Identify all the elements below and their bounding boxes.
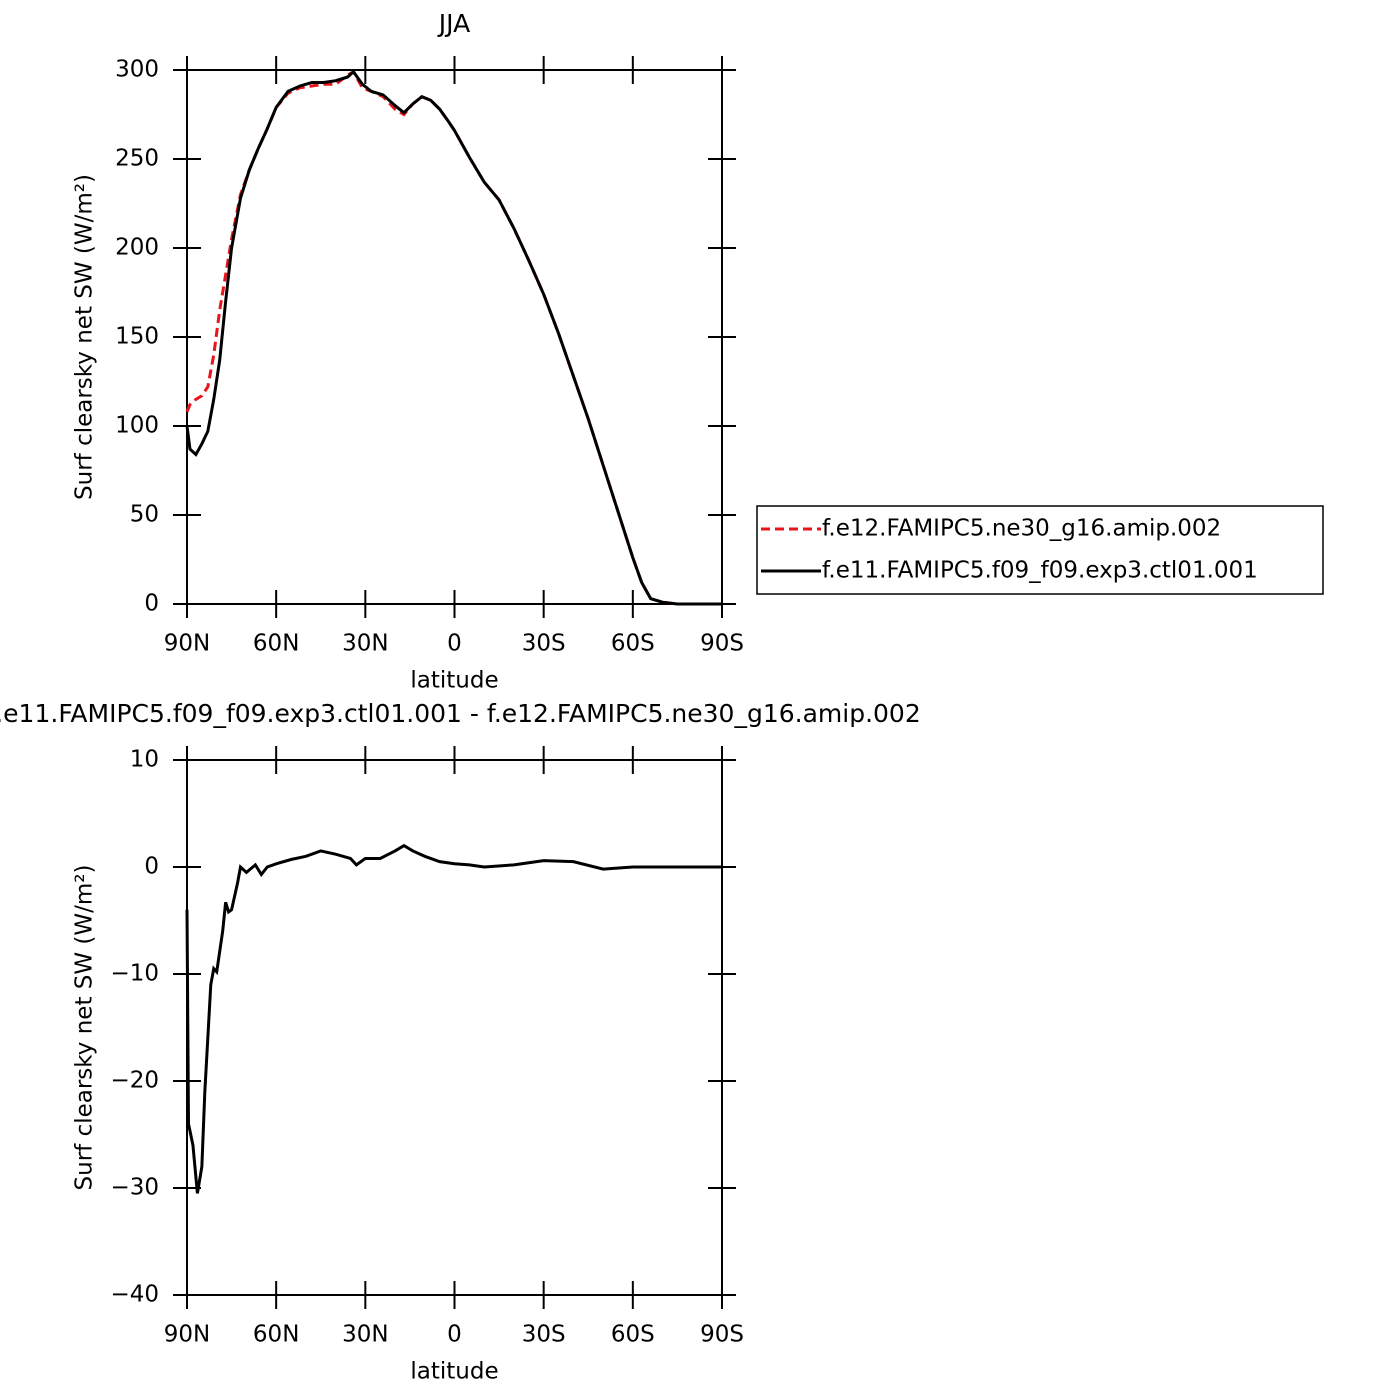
chart-title: JJA [437, 9, 470, 38]
y-tick-label: 200 [115, 235, 159, 261]
data-line [185, 69, 722, 606]
y-tick-label: 0 [144, 854, 159, 880]
x-tick-label: 60S [611, 631, 655, 657]
x-tick-label: 60N [253, 1322, 299, 1348]
legend-label: f.e12.FAMIPC5.ne30_g16.amip.002 [822, 516, 1221, 542]
x-tick-label: 60N [253, 631, 299, 657]
y-tick-label: −20 [110, 1068, 159, 1094]
legend-label: f.e11.FAMIPC5.f09_f09.exp3.ctl01.001 [822, 558, 1258, 584]
x-tick-label: 90S [700, 1322, 744, 1348]
y-tick-label: −30 [110, 1175, 159, 1201]
chart-title: f.e11.FAMIPC5.f09_f09.exp3.ctl01.001 - f… [0, 699, 921, 728]
x-tick-label: 30N [342, 631, 388, 657]
x-tick-label: 30S [522, 631, 566, 657]
y-tick-label: 50 [130, 502, 159, 528]
legend-box [756, 505, 1324, 595]
x-tick-label: 60S [611, 1322, 655, 1348]
y-tick-label: 100 [115, 413, 159, 439]
x-axis-label: latitude [410, 668, 498, 694]
x-tick-label: 0 [447, 1322, 462, 1348]
x-tick-label: 30N [342, 1322, 388, 1348]
y-axis-label: Surf clearsky net SW (W/m²) [72, 174, 98, 500]
y-tick-label: 150 [115, 324, 159, 350]
data-line [185, 69, 722, 606]
y-tick-label: 300 [115, 57, 159, 83]
x-tick-label: 90N [164, 631, 210, 657]
x-tick-label: 90S [700, 631, 744, 657]
y-tick-label: −10 [110, 961, 159, 987]
y-tick-label: 250 [115, 146, 159, 172]
x-tick-label: 0 [447, 631, 462, 657]
plot-frame [186, 759, 723, 1296]
y-axis-label: Surf clearsky net SW (W/m²) [72, 865, 98, 1191]
x-tick-label: 90N [164, 1322, 210, 1348]
y-tick-label: 10 [130, 747, 159, 773]
data-line [185, 843, 722, 1194]
x-axis-label: latitude [410, 1359, 498, 1385]
x-tick-label: 30S [522, 1322, 566, 1348]
y-tick-label: −40 [110, 1282, 159, 1308]
y-tick-label: 0 [144, 591, 159, 617]
plot-frame [186, 69, 723, 605]
